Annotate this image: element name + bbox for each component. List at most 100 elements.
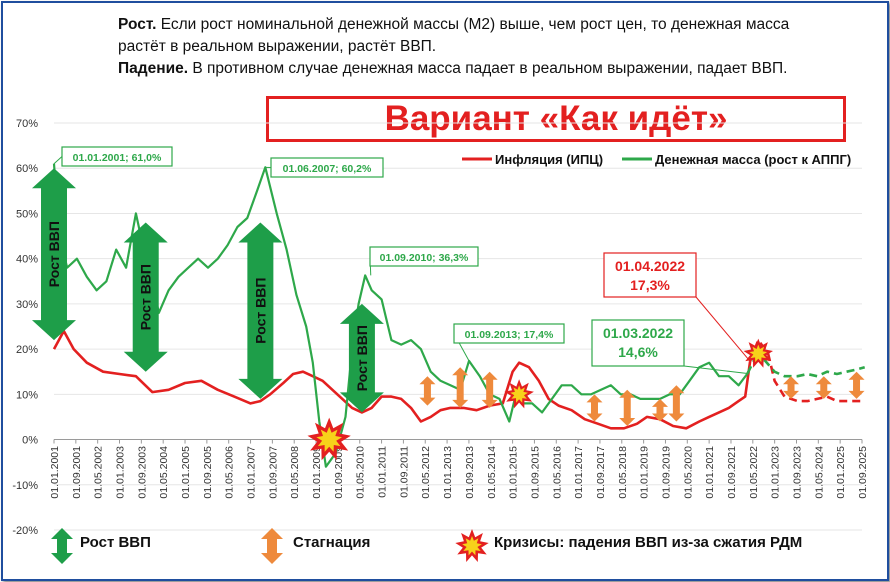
- y-tick-label: 60%: [16, 163, 38, 175]
- annotation-label: 01.03.2022: [603, 325, 673, 341]
- y-tick-label: 20%: [16, 344, 38, 356]
- crisis-burst-inner: [749, 344, 768, 363]
- y-tick-label: -20%: [12, 525, 38, 537]
- y-tick-label: 30%: [16, 299, 38, 311]
- crisis-burst-inner: [316, 426, 342, 452]
- annotation-box: [453, 323, 565, 344]
- x-tick-label: 01.05.2008: [289, 446, 301, 499]
- growth-title: Рост.: [118, 16, 157, 33]
- legend-money: Денежная масса (рост к АППГ): [655, 152, 851, 167]
- legend-inflation: Инфляция (ИПЦ): [495, 152, 603, 167]
- legend-growth-icon: [51, 528, 73, 564]
- x-tick-label: 01.01.2001: [49, 446, 61, 499]
- annotation-leader: [683, 365, 748, 375]
- x-tick-label: 01.09.2019: [660, 446, 672, 499]
- annotation-value: 14,6%: [618, 344, 658, 360]
- annotation-label: 01.09.2010; 36,3%: [380, 252, 469, 264]
- x-tick-label: 01.05.2022: [748, 446, 760, 499]
- fall-title: Падение.: [118, 60, 189, 77]
- annotation-box: [591, 319, 685, 367]
- x-tick-label: 01.09.2017: [595, 446, 607, 499]
- legend-growth: Рост ВВП: [80, 534, 151, 551]
- growth-arrow: [123, 222, 168, 372]
- annotation-leader: [53, 156, 63, 165]
- x-tick-label: 01.09.2013: [464, 446, 476, 499]
- legend-stagnation: Стагнация: [293, 534, 371, 551]
- x-tick-label: 01.05.2014: [486, 446, 498, 499]
- annotation-box: [270, 157, 384, 178]
- x-tick-label: 01.01.2009: [311, 446, 323, 499]
- growth-arrow: [339, 303, 384, 413]
- annotation-label: 01.06.2007; 60,2%: [283, 163, 372, 175]
- x-tick-label: 01.01.2021: [704, 446, 716, 499]
- growth-arrow-label: Рост ВВП: [354, 325, 370, 391]
- x-tick-label: 01.09.2015: [529, 446, 541, 499]
- y-tick-label: 10%: [16, 389, 38, 401]
- growth-arrow: [238, 222, 283, 399]
- legend-stagnation-icon: [261, 528, 283, 564]
- annotation-label: 01.01.2001; 61,0%: [73, 152, 162, 164]
- stagnation-arrow: [419, 376, 436, 406]
- intro-text: Рост. Если рост номинальной денежной мас…: [118, 14, 818, 80]
- legend-crisis: Кризисы: падения ВВП из-за сжатия РДМ: [494, 534, 803, 551]
- x-tick-label: 01.05.2006: [224, 446, 236, 499]
- annotation-box: [369, 246, 479, 267]
- x-tick-label: 01.09.2021: [726, 446, 738, 499]
- stagnation-arrow: [619, 389, 636, 426]
- crisis-burst-inner: [510, 385, 528, 403]
- x-tick-label: 01.05.2004: [158, 446, 170, 499]
- x-tick-label: 01.09.2011: [398, 446, 410, 498]
- stagnation-arrow: [848, 371, 865, 399]
- x-tick-label: 01.01.2023: [770, 446, 782, 499]
- growth-arrow-label: Рост ВВП: [46, 221, 62, 287]
- x-tick-label: 01.09.2005: [202, 446, 214, 499]
- x-tick-label: 01.05.2002: [93, 446, 105, 499]
- stagnation-arrow: [783, 376, 800, 399]
- y-tick-label: 50%: [16, 208, 38, 220]
- x-tick-label: 01.05.2018: [617, 446, 629, 499]
- growth-arrow-label: Рост ВВП: [252, 278, 268, 344]
- legend-crisis-icon: [455, 529, 489, 562]
- x-tick-label: 01.01.2015: [508, 446, 520, 499]
- x-tick-label: 01.05.2024: [813, 446, 825, 499]
- y-tick-label: 0%: [22, 435, 38, 447]
- x-tick-label: 01.01.2017: [573, 446, 585, 499]
- annotation-label: 01.09.2013; 17,4%: [465, 329, 554, 341]
- annotation-box: [61, 146, 173, 167]
- x-tick-label: 01.01.2003: [115, 446, 127, 499]
- stagnation-arrow: [452, 367, 469, 408]
- crisis-burst: [504, 379, 534, 409]
- annotation-box: [603, 252, 697, 298]
- x-tick-label: 01.01.2011: [377, 446, 389, 498]
- x-tick-label: 01.01.2005: [180, 446, 192, 499]
- y-tick-label: 70%: [16, 118, 38, 130]
- money-forecast-line: [746, 356, 866, 378]
- x-tick-label: 01.09.2025: [857, 446, 869, 499]
- annotation-label: 01.04.2022: [615, 258, 685, 274]
- y-tick-label: 40%: [16, 254, 38, 266]
- x-tick-label: 01.01.2013: [442, 446, 454, 499]
- growth-text: Если рост номинальной денежной массы (М2…: [118, 16, 790, 55]
- stagnation-arrow: [586, 394, 603, 422]
- x-tick-label: 01.09.2007: [267, 446, 279, 499]
- growth-arrow-label: Рост ВВП: [138, 264, 154, 330]
- stagnation-arrow: [815, 376, 832, 399]
- x-tick-label: 01.09.2001: [71, 446, 83, 499]
- x-tick-label: 01.01.2019: [639, 446, 651, 499]
- y-tick-label: -10%: [12, 480, 38, 492]
- crisis-burst: [307, 417, 351, 461]
- crisis-burst-inner: [462, 536, 482, 556]
- inflation-line: [52, 329, 752, 430]
- x-tick-label: 01.05.2012: [420, 446, 432, 499]
- x-tick-label: 01.09.2023: [791, 446, 803, 499]
- variant-title: Вариант «Как идёт»: [266, 96, 846, 142]
- x-tick-label: 01.01.2007: [246, 446, 258, 499]
- annotation-leader: [695, 296, 751, 362]
- stagnation-arrow: [668, 385, 685, 422]
- fall-text: В противном случае денежная масса падает…: [192, 60, 788, 77]
- stagnation-arrow: [481, 371, 498, 408]
- stagnation-arrow: [651, 398, 668, 422]
- x-tick-label: 01.05.2016: [551, 446, 563, 499]
- x-tick-label: 01.05.2020: [682, 446, 694, 499]
